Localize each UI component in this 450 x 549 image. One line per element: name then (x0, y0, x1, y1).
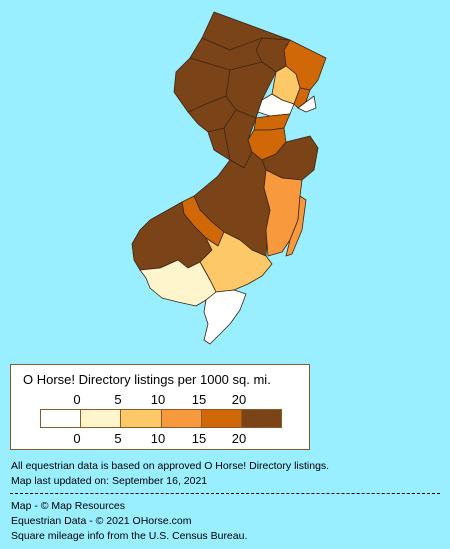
county-lines (187, 37, 263, 161)
legend-tick-bottom: 15 (191, 431, 207, 446)
legend-tick-top: 15 (191, 392, 207, 407)
legend-swatch (201, 410, 242, 427)
data-basis-note: All equestrian data is based on approved… (11, 460, 330, 472)
new-jersey-county-map (131, 11, 327, 345)
legend: O Horse! Directory listings per 1000 sq.… (10, 364, 310, 450)
county-ocean-coast[interactable] (285, 195, 307, 257)
equestrian-data-credit: Equestrian Data - © 2021 OHorse.com (11, 515, 192, 527)
legend-swatch (241, 410, 282, 427)
legend-tick-bottom: 5 (114, 431, 122, 446)
legend-tick-top: 0 (73, 392, 81, 407)
legend-swatch (41, 410, 82, 427)
legend-tick-bottom: 0 (73, 431, 81, 446)
legend-tick-top: 10 (150, 392, 166, 407)
county-cape-may[interactable] (203, 289, 247, 345)
legend-title: O Horse! Directory listings per 1000 sq.… (23, 372, 271, 387)
legend-swatch (81, 410, 122, 427)
map-credit: Map - © Map Resources (11, 500, 125, 512)
census-credit: Square mileage info from the U.S. Census… (11, 530, 248, 542)
legend-tick-top: 20 (231, 392, 247, 407)
last-updated-note: Map last updated on: September 16, 2021 (11, 475, 208, 487)
county-ocean[interactable] (263, 169, 303, 257)
legend-color-scale (40, 409, 282, 428)
legend-tick-bottom: 20 (231, 431, 247, 446)
legend-tick-bottom: 10 (150, 431, 166, 446)
county-middlesex-north[interactable] (253, 113, 291, 131)
county-union[interactable] (257, 93, 295, 117)
divider (10, 493, 440, 494)
legend-swatch (121, 410, 162, 427)
legend-tick-top: 5 (114, 392, 122, 407)
legend-swatch (161, 410, 202, 427)
county-union-east[interactable] (297, 95, 317, 113)
